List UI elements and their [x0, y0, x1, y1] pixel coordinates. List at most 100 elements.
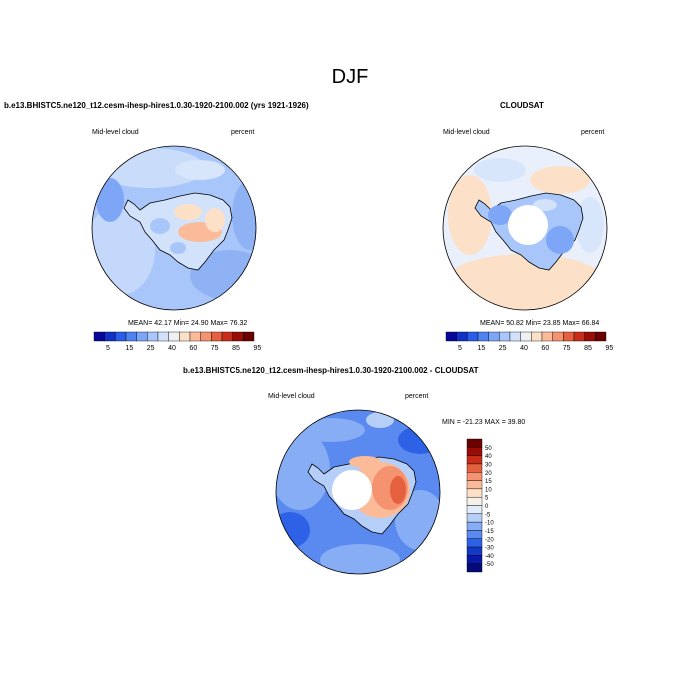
panel-3-colorbar-swatch: [466, 488, 483, 498]
panel-2-colorbar-swatch: [520, 331, 532, 342]
panel-1-colorbar-tick-label: 75: [211, 345, 219, 352]
panel-3-colorbar-tick-label: 30: [485, 462, 492, 468]
panel-1-colorbar-swatch: [104, 331, 116, 342]
panel-3-colorbar-swatch: [466, 480, 483, 490]
panel-1-colorbar-swatch: [115, 331, 127, 342]
panel-3-map: [275, 409, 441, 575]
panel-2-colorbar-swatch: [477, 331, 489, 342]
panel-1-antarctica-land: [123, 192, 233, 271]
panel-3-colorbar-tick-label: 10: [485, 487, 492, 493]
panel-1-colorbar-tick-label: 60: [189, 345, 197, 352]
panel-1-colorbar-tick-label: 25: [147, 345, 155, 352]
panel-2-colorbar-swatch: [456, 331, 468, 342]
panel-2-colorbar-swatch: [509, 331, 521, 342]
panel-1-map: [91, 145, 257, 311]
panel-2-colorbar-swatch: [541, 331, 553, 342]
panel-2-colorbar-tick-label: 95: [605, 345, 613, 352]
panel-3-missing-data: [332, 470, 372, 510]
panel-2-colorbar-tick-label: 5: [458, 345, 462, 352]
panel-1-colorbar: 5 15 25 40 60 75 85 95: [93, 331, 261, 352]
panel-3-colorbar-tick-label: 50: [485, 446, 492, 452]
panel-3-colorbar-tick-label: 40: [485, 454, 492, 460]
panel-1-colorbar-swatch: [243, 331, 255, 342]
panel-2-colorbar-swatch: [467, 331, 479, 342]
panel-2-title: CLOUDSAT: [500, 101, 544, 110]
figure-season-title: DJF: [331, 66, 369, 88]
panel-3-colorbar-swatch: [466, 438, 483, 448]
panel-3-colorbar-swatch: [466, 496, 483, 506]
panel-2-stats: MEAN= 50.82 Min= 23.85 Max= 66.84: [480, 320, 600, 327]
panel-2-colorbar-swatch: [499, 331, 511, 342]
panel-1-colorbar-swatch: [189, 331, 201, 342]
panel-3-units-label: percent: [405, 393, 429, 400]
panel-2-colorbar-swatch: [445, 331, 457, 342]
panel-3-colorbar-swatch: [466, 505, 483, 515]
panel-1-map-border: [91, 145, 257, 311]
panel-3-colorbar-swatch: [466, 563, 483, 573]
panel-3-colorbar-tick-label: -50: [485, 562, 494, 568]
panel-2-colorbar-swatch: [531, 331, 543, 342]
panel-2-land-cloud-patches: [488, 199, 574, 254]
panel-3-variable-label: Mid-level cloud: [268, 393, 315, 400]
panel-3-colorbar-swatch: [466, 455, 483, 465]
panel-2-colorbar-tick-label: 75: [563, 345, 571, 352]
panel-1-variable-label: Mid-level cloud: [92, 129, 139, 136]
panel-1-colorbar-tick-label: 15: [125, 345, 133, 352]
panel-2-field-patches: [445, 158, 605, 310]
panel-1-colorbar-tick-label: 5: [106, 345, 110, 352]
panel-2-colorbar-swatch: [488, 331, 500, 342]
panel-3-colorbar-tick-label: -20: [485, 537, 494, 543]
panel-3-colorbar-tick-label: -30: [485, 546, 494, 552]
panel-3-colorbar-swatch: [466, 546, 483, 556]
panel-1-land-cloud-patches: [150, 204, 225, 254]
panel-3-colorbar-tick-label: -5: [485, 512, 491, 518]
panel-3-colorbar-swatch: [466, 463, 483, 473]
panel-3-map-border: [275, 409, 441, 575]
panel-2-colorbar-tick-label: 40: [520, 345, 528, 352]
panel-1-colorbar-swatch: [93, 331, 105, 342]
panel-1-colorbar-swatch: [179, 331, 191, 342]
panel-2-map: [442, 145, 608, 311]
panel-3-colorbar-swatch: [466, 472, 483, 481]
panel-2-colorbar: 5 15 25 40 60 75 85 95: [445, 331, 613, 352]
panel-3-title: b.e13.BHISTC5.ne120_t12.cesm-ihesp-hires…: [183, 366, 479, 375]
panel-3-colorbar-swatch: [466, 538, 483, 548]
panel-1-colorbar-swatch: [232, 331, 244, 342]
panel-3-colorbar-swatch: [466, 555, 483, 564]
panel-1-colorbar-swatch: [211, 331, 223, 342]
panel-2-colorbar-swatch: [552, 331, 564, 342]
panel-3-colorbar-tick-label: 5: [485, 496, 489, 502]
panel-1-colorbar-swatch: [157, 331, 169, 342]
panel-1-colorbar-tick-label: 95: [253, 345, 261, 352]
panel-2-missing-data: [508, 205, 548, 245]
panel-1-colorbar-swatch: [136, 331, 148, 342]
panel-2-map-border: [442, 145, 608, 311]
panel-2-units-label: percent: [581, 129, 605, 136]
panel-3-colorbar-tick-label: 0: [485, 504, 489, 510]
panel-1-stats: MEAN= 42.17 Min= 24.90 Max= 76.32: [128, 320, 248, 327]
panel-1-colorbar-swatch: [147, 331, 159, 342]
panel-2-colorbar-tick-label: 60: [541, 345, 549, 352]
panel-2-colorbar-swatch: [573, 331, 585, 342]
panel-1-colorbar-tick-label: 85: [232, 345, 240, 352]
panel-3-colorbar-swatch: [466, 521, 483, 531]
panel-1-colorbar-swatch: [125, 331, 137, 342]
panel-3-colorbar-tick-label: 15: [485, 479, 492, 485]
panel-3-colorbar-tick-label: 20: [485, 471, 492, 477]
panel-3-colorbar-tick-label: -40: [485, 554, 494, 560]
panel-2-colorbar-swatch: [584, 331, 596, 342]
panel-1-colorbar-tick-label: 40: [168, 345, 176, 352]
panel-1-colorbar-swatch: [200, 331, 212, 342]
panel-3-colorbar-swatch: [466, 513, 483, 523]
panel-1-colorbar-swatch: [168, 331, 180, 342]
panel-2-colorbar-swatch: [595, 331, 607, 342]
panel-3-colorbar-swatch: [466, 530, 483, 539]
panel-2-variable-label: Mid-level cloud: [443, 129, 490, 136]
panel-3-colorbar-tick-label: -10: [485, 521, 494, 527]
panel-2-colorbar-tick-label: 85: [584, 345, 592, 352]
panel-3-colorbar-tick-label: -15: [485, 529, 494, 535]
panel-1-colorbar-swatch: [221, 331, 233, 342]
panel-3-colorbar-swatch: [466, 447, 483, 456]
